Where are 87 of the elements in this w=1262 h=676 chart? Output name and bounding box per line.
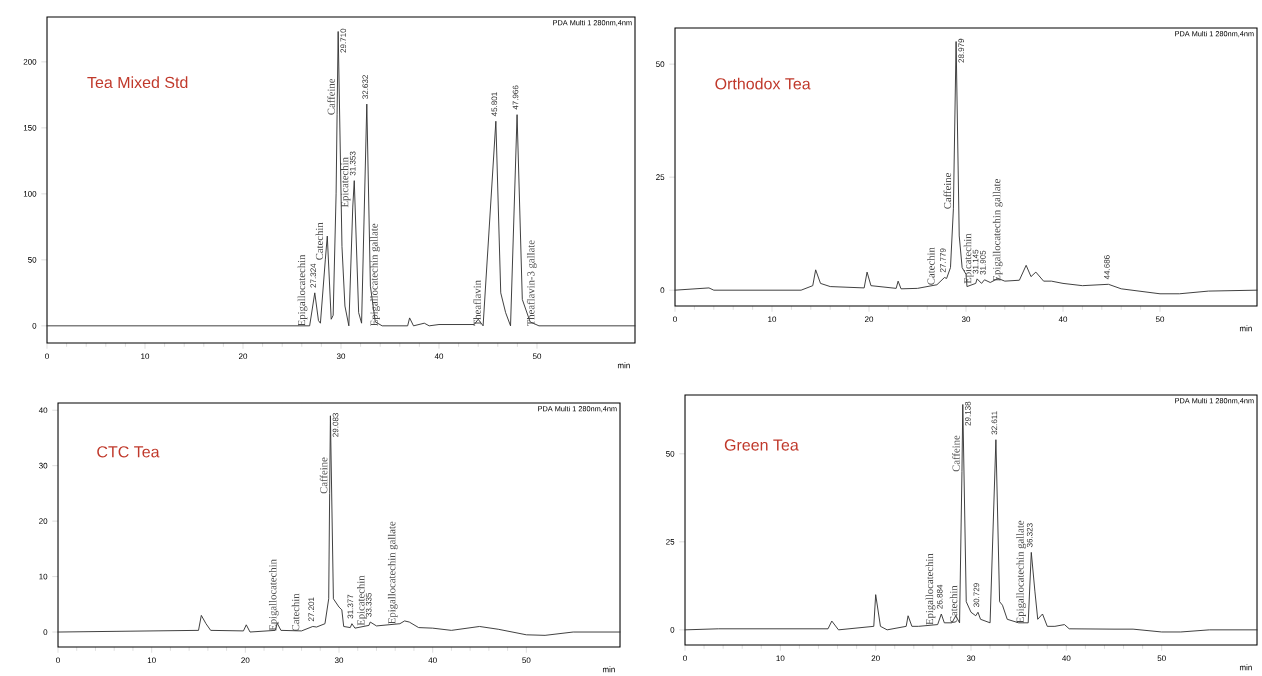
y-tick-label: 0 [43, 629, 48, 635]
annotation: Catechin [315, 222, 324, 260]
x-axis-title: min [602, 666, 615, 673]
annotation: Epigallocatechin [925, 553, 936, 625]
x-tick-label: 20 [864, 316, 874, 323]
y-tick-label: 30 [39, 462, 48, 469]
y-tick-label: 200 [23, 59, 37, 65]
y-tick-label: 0 [32, 323, 37, 329]
annotation: 31.353 [349, 151, 356, 176]
annotation: Epigallocatechin [297, 254, 308, 326]
x-axis-title: min [1239, 325, 1252, 332]
annotation: Epigallocatechin gallate [1016, 520, 1026, 623]
text: Orthodox Tea [715, 77, 811, 90]
y-tick-label: 0 [660, 287, 665, 294]
y-tick-label: 40 [38, 407, 48, 414]
x-tick-label: 20 [871, 655, 880, 662]
annotation: Caffeine [952, 435, 960, 472]
annotation: 29.710 [340, 28, 347, 53]
annotation: Theaflavin [473, 280, 481, 327]
x-tick-label: 10 [141, 353, 150, 360]
x-tick-label: 30 [334, 657, 344, 664]
x-tick-label: 40 [1058, 316, 1068, 323]
annotation: 36.323 [1026, 523, 1033, 548]
x-tick-label: 40 [428, 657, 437, 664]
y-tick-label: 150 [23, 125, 37, 131]
annotation: 33.335 [365, 592, 372, 617]
x-tick-label: 30 [966, 655, 976, 662]
x-tick-label: 0 [683, 655, 687, 662]
annotation: 31.905 [980, 250, 986, 275]
x-axis-title: min [1239, 664, 1252, 671]
x-tick-label: 50 [1155, 316, 1165, 323]
x-tick-label: 50 [522, 657, 531, 664]
annotation: 29.083 [332, 413, 339, 437]
annotation: Epigallocatechin gallate [387, 521, 398, 624]
annotation: Epicatechin [340, 157, 351, 208]
annotation: Catechin [949, 585, 958, 623]
annotation: 29.138 [965, 401, 971, 426]
annotation: 32.611 [991, 411, 998, 435]
annotation: Catechin [927, 247, 935, 285]
x-tick-label: 10 [776, 655, 785, 662]
text: CTC Tea [97, 446, 160, 458]
y-tick-label: 50 [666, 450, 675, 457]
x-tick-label: 20 [238, 353, 248, 360]
annotation: 31.377 [347, 594, 354, 619]
annotation: 44.686 [1104, 255, 1110, 280]
y-tick-label: 0 [670, 627, 675, 633]
annotation: 27.324 [310, 263, 317, 288]
y-tick-label: 25 [666, 539, 675, 545]
annotation: Caffeine [327, 78, 335, 115]
x-tick-label: 40 [434, 353, 444, 360]
annotation: Epigallocatechin [268, 559, 279, 631]
annotation: 32.632 [362, 75, 369, 99]
x-tick-label: 10 [768, 316, 777, 323]
x-tick-label: 50 [532, 353, 542, 360]
x-tick-label: 30 [336, 353, 346, 360]
y-tick-label: 10 [39, 573, 48, 580]
annotation: Epicatechin [963, 233, 974, 284]
annotation: Epicatechin [357, 575, 367, 626]
annotation: 30.729 [973, 583, 980, 608]
annotation: 26.884 [936, 584, 943, 609]
annotation: 28.979 [958, 38, 965, 63]
y-tick-label: 50 [656, 61, 665, 67]
x-tick-label: 10 [147, 657, 156, 664]
annotation: Caffeine [319, 457, 328, 494]
x-axis-title: min [617, 362, 630, 369]
annotation: 27.201 [308, 597, 315, 622]
line-series [57, 415, 621, 636]
annotation: Epigallocatechin gallate [992, 179, 1003, 282]
x-tick-label: 20 [241, 657, 250, 664]
x-tick-label: 40 [1062, 655, 1071, 662]
x-tick-label: 0 [56, 657, 60, 664]
x-tick-label: 50 [1157, 655, 1166, 662]
annotation: Theaflavin-3 gallate [526, 240, 537, 327]
text: Green Tea [724, 439, 799, 451]
y-tick-label: 50 [28, 257, 37, 263]
annotation: Catechin [291, 593, 300, 631]
annotation: 45.801 [491, 92, 498, 117]
annotation: Epigallocatechin gallate [370, 223, 380, 326]
y-tick-label: 20 [39, 518, 48, 524]
x-tick-label: 30 [961, 316, 971, 323]
annotation: Caffeine [943, 173, 952, 209]
text: Tea Mixed Std [87, 76, 188, 89]
y-tick-label: 100 [23, 191, 37, 197]
annotation: 31.145 [972, 249, 979, 274]
y-tick-label: 25 [656, 174, 665, 181]
annotation: 27.779 [940, 248, 946, 273]
annotation: 47.966 [512, 85, 519, 110]
